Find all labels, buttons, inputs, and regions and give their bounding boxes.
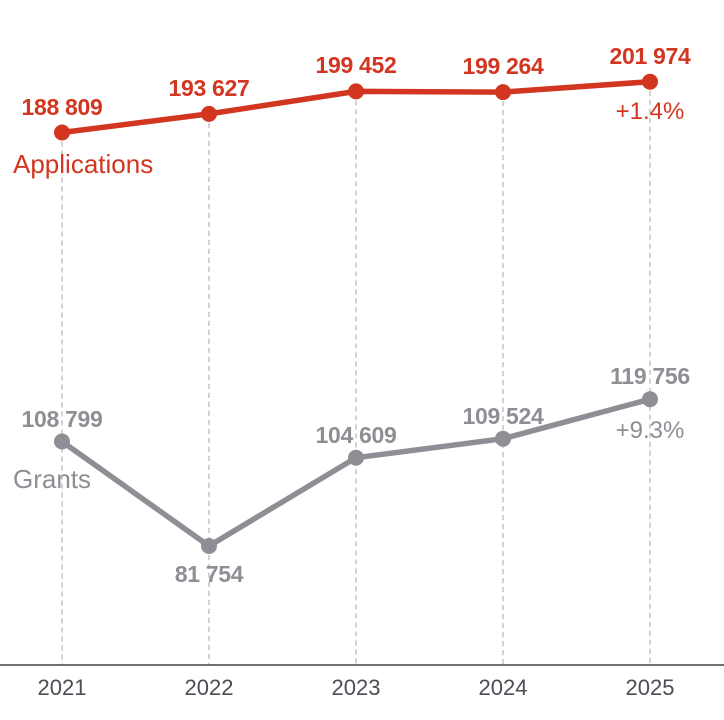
value-label-grants-2023: 104 609 [315, 421, 397, 448]
value-label-applications-2025: 201 974 [609, 42, 691, 69]
data-point-applications-2024 [495, 84, 511, 101]
value-label-grants-2022: 81 754 [174, 560, 244, 587]
x-tick-2025: 2025 [625, 675, 675, 700]
value-label-applications-2021: 188 809 [21, 93, 103, 120]
value-label-applications-2024: 199 264 [462, 53, 544, 80]
x-tick-2023: 2023 [331, 675, 381, 700]
data-point-grants-2021 [54, 433, 70, 450]
data-point-grants-2025 [642, 391, 658, 408]
data-point-applications-2025 [642, 73, 658, 90]
x-tick-2021: 2021 [37, 675, 87, 700]
value-label-applications-2023: 199 452 [315, 52, 397, 79]
value-label-grants-2024: 109 524 [462, 402, 544, 429]
data-point-grants-2024 [495, 430, 511, 447]
x-tick-2022: 2022 [184, 675, 234, 700]
series-label-grants: Grants [13, 464, 92, 494]
value-label-grants-2025: 119 756 [610, 363, 690, 390]
data-point-applications-2023 [348, 83, 364, 100]
data-point-grants-2023 [348, 449, 364, 466]
data-point-applications-2021 [54, 124, 70, 141]
value-label-grants-2021: 108 799 [21, 405, 103, 432]
series-label-applications: Applications [13, 149, 154, 179]
data-point-applications-2022 [201, 105, 217, 122]
change-label-grants: +9.3% [615, 417, 685, 445]
value-label-applications-2022: 193 627 [168, 74, 250, 101]
change-label-applications: +1.4% [615, 97, 685, 125]
x-tick-2024: 2024 [478, 675, 528, 700]
data-point-grants-2022 [201, 538, 217, 554]
